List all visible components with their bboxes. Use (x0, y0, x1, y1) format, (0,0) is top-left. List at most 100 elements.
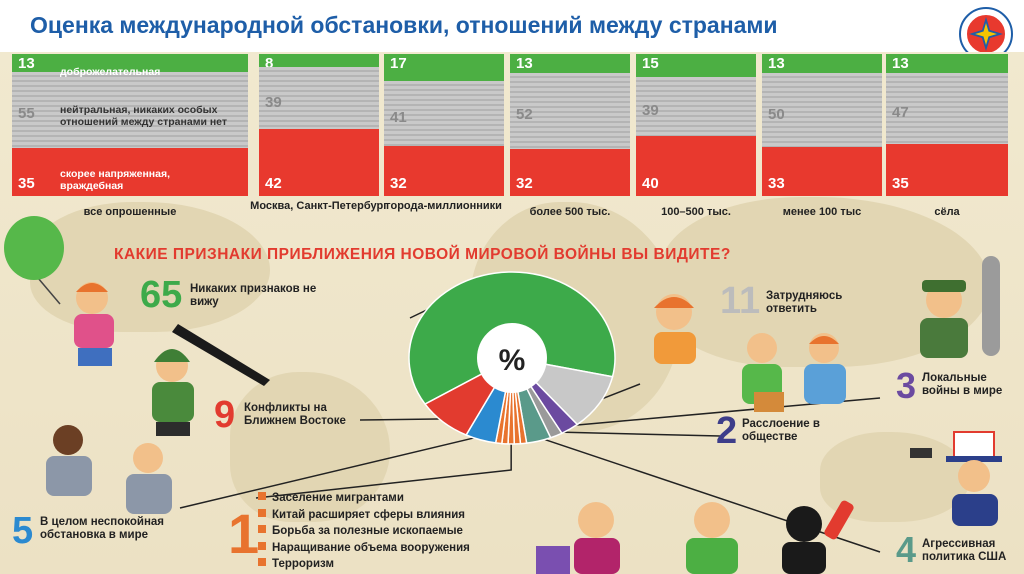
slide-title: Оценка международной обстановки, отношен… (30, 12, 778, 38)
bullet-square-icon (258, 558, 266, 566)
value-5: 5 (12, 510, 34, 552)
bar-segment-friendly: 8 (259, 54, 379, 72)
label-hard-to-say: Затрудняюсь ответить (766, 290, 843, 315)
label-unstable-situation: В целом неспокойная обстановка в мире (40, 516, 165, 541)
bar-segment-neutral: 47 (886, 73, 1008, 144)
bar-column-all: 13 55 35 (12, 54, 248, 196)
bar-column-million-cities: 17 41 32 (384, 54, 504, 196)
pie-question-title: КАКИЕ ПРИЗНАКИ ПРИБЛИЖЕНИЯ НОВОЙ МИРОВОЙ… (114, 246, 731, 263)
category-label-over-500k: более 500 тыс. (529, 206, 611, 218)
bar-segment-friendly: 13 (510, 54, 630, 74)
bar-column-100-500k: 15 39 40 (636, 54, 756, 196)
value-3: 3 (896, 365, 917, 406)
bar-segment-neutral: 39 (259, 66, 379, 129)
bar-segment-neutral: 55 (12, 71, 248, 148)
bar-segment-neutral: 52 (510, 73, 630, 150)
bar-value-label: 13 (892, 55, 909, 72)
label-no-signs: Никаких признаков не вижу (190, 283, 317, 308)
legend-hostile: скорее напряженная, враждебная (60, 168, 171, 192)
bar-column-moscow-spb: 8 39 42 (259, 54, 379, 196)
migrants-and-terrorist-icon (536, 500, 854, 574)
label-us-policy: Агрессивная политика США (922, 538, 1007, 563)
pie-center-label: % (499, 344, 526, 377)
value-2: 2 (716, 410, 738, 452)
soldier-with-rifle-icon (152, 324, 270, 436)
bar-segment-hostile: 42 (259, 128, 379, 196)
category-label-moscow-spb: Москва, Санкт-Петербург (250, 200, 388, 212)
bullet-square-icon (258, 525, 266, 533)
legend-item-china: Китай расширяет сферы влияния (258, 507, 470, 524)
leader-line (359, 418, 446, 421)
bar-column-over-500k: 13 52 32 (510, 54, 630, 196)
bar-value-label: 42 (265, 174, 282, 192)
title-bar: Оценка международной обстановки, отношен… (0, 0, 1024, 52)
bullet-square-icon (258, 508, 266, 517)
category-label-villages: сёла (934, 206, 960, 218)
bar-segment-friendly: 13 (762, 54, 882, 74)
value-1: 1 (228, 502, 260, 565)
bar-value-label: 8 (265, 55, 274, 72)
value-65: 65 (140, 274, 183, 316)
businessmen-icon (46, 425, 172, 514)
bar-value-label: 13 (18, 55, 35, 72)
bar-segment-neutral: 50 (762, 73, 882, 148)
legend-item-resources: Борьба за полезные ископаемые (258, 523, 470, 540)
category-label-100-500k: 100–500 тыс. (661, 206, 731, 218)
rich-and-poor-icon (742, 333, 846, 412)
label-local-wars: Локальные войны в мире (922, 372, 1003, 397)
bar-segment-hostile: 35 (886, 143, 1008, 196)
bullet-square-icon (258, 492, 266, 500)
bar-value-label: 35 (18, 174, 35, 192)
pie-center (477, 323, 547, 393)
legend-item-armament: Наращивание объема вооружения (258, 540, 470, 557)
bar-value-label: 35 (892, 174, 909, 192)
category-label-all: все опрошенные (83, 206, 177, 218)
bar-value-label: 15 (642, 55, 659, 72)
category-label-million-cities: города-миллионники (386, 200, 502, 212)
bar-value-label: 13 (768, 55, 785, 72)
bar-segment-hostile: 35 (12, 147, 248, 196)
bar-segment-friendly: 17 (384, 54, 504, 81)
bar-value-label: 47 (892, 104, 909, 122)
bar-value-label: 40 (642, 174, 659, 192)
bullet-square-icon (258, 541, 266, 550)
bar-segment-hostile: 33 (762, 147, 882, 196)
leader-line (179, 435, 482, 509)
bar-value-label: 50 (768, 105, 785, 123)
bar-segment-hostile: 40 (636, 135, 756, 196)
bar-value-label: 17 (390, 55, 407, 72)
bar-segment-neutral: 39 (636, 76, 756, 136)
bar-column-under-100k: 13 50 33 (762, 54, 882, 196)
balloon-person-icon (4, 216, 114, 366)
leader-line (554, 431, 721, 437)
map-land (230, 372, 390, 522)
bar-segment-hostile: 32 (384, 145, 504, 196)
bar-segment-friendly: 15 (636, 54, 756, 77)
category-label-under-100k: менее 100 тыс (782, 206, 862, 218)
bar-segment-hostile: 32 (510, 149, 630, 196)
bar-column-villages: 13 47 35 (886, 54, 1008, 196)
bar-segment-friendly: 13 (12, 54, 248, 72)
uncle-sam-icon (910, 431, 1002, 526)
bar-value-label: 52 (516, 106, 533, 124)
emergency-ministry-emblem (959, 7, 1013, 61)
label-stratification: Расслоение в обществе (742, 418, 820, 443)
small-answers-list: Заселение мигрантами Китай расширяет сфе… (258, 490, 470, 573)
leader-line (255, 439, 512, 499)
general-with-missile-icon (920, 256, 1000, 358)
map-land (30, 202, 270, 332)
thinking-person-icon (654, 294, 696, 364)
bar-value-label: 32 (390, 174, 407, 192)
bar-value-label: 33 (768, 175, 785, 192)
label-middle-east: Конфликты на Ближнем Востоке (244, 402, 346, 427)
legend-neutral: нейтральная, никаких особых отношений ме… (60, 104, 228, 128)
bar-value-label: 55 (18, 105, 35, 123)
legend-friendly: доброжелательная (60, 66, 161, 78)
legend-item-terrorism: Терроризм (258, 556, 470, 573)
bar-segment-neutral: 41 (384, 80, 504, 146)
bar-value-label: 39 (642, 102, 659, 120)
bar-segment-friendly: 13 (886, 54, 1008, 74)
bar-value-label: 39 (265, 93, 282, 111)
bar-value-label: 41 (390, 108, 407, 126)
